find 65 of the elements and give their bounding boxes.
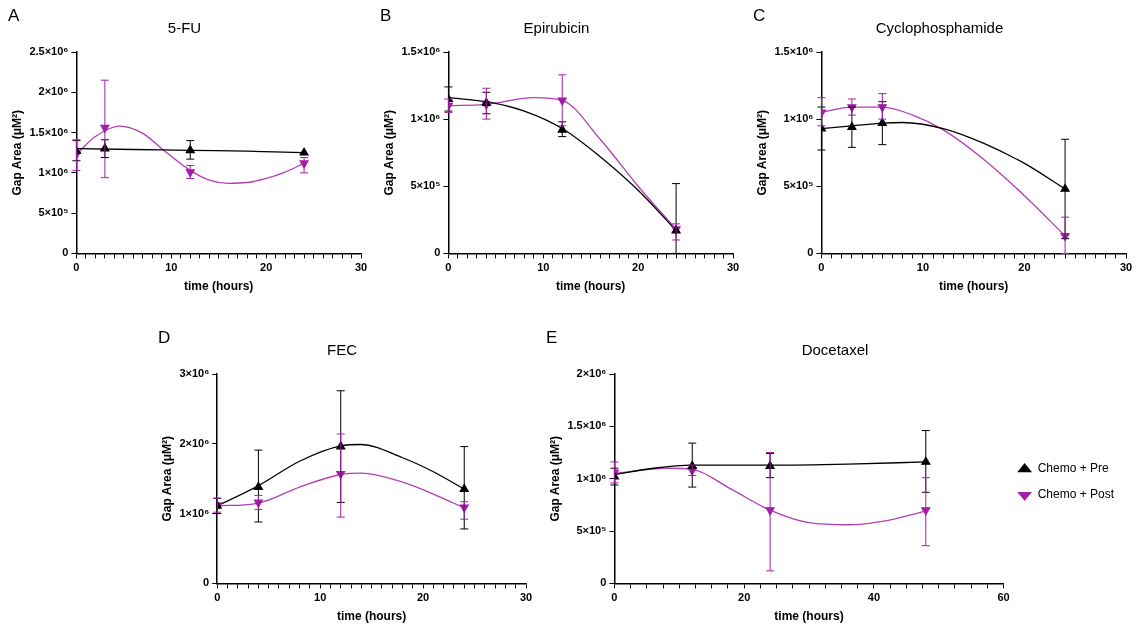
chart-title: Cyclophosphamide (875, 19, 1004, 37)
text: B (380, 6, 392, 26)
y-tick-label: 5×10⁵ (38, 206, 69, 219)
y-tick-label: 1×10⁶ (38, 165, 69, 178)
y-tick-label: 1×10⁶ (179, 506, 210, 519)
y-tick-label: 2.5×10⁶ (29, 45, 69, 58)
y-tick-label: 1×10⁶ (410, 112, 441, 125)
x-tick-label: 0 (445, 261, 452, 274)
y-tick-label: 5×10⁵ (576, 524, 607, 537)
y-axis-title: Gap Area (μM²) (547, 435, 562, 522)
x-tick-label: 0 (214, 591, 221, 604)
text: A (8, 6, 20, 26)
y-tick-label: 0 (62, 246, 69, 259)
y-axis-title: Gap Area (μM²) (9, 109, 24, 196)
x-tick-label: 20 (260, 261, 273, 274)
y-tick-label: 0 (203, 576, 210, 589)
x-tick-label: 30 (1119, 261, 1133, 274)
y-tick-label: 2×10⁶ (576, 367, 607, 380)
y-axis-title: Gap Area (μM²) (381, 109, 396, 196)
y-tick-label: 1.5×10⁶ (774, 45, 814, 58)
chart-title: FEC (327, 341, 358, 359)
text: C (753, 6, 766, 26)
x-tick-label: 40 (867, 591, 881, 604)
y-tick-label: 0 (434, 246, 441, 259)
x-tick-label: 10 (916, 261, 930, 274)
x-axis-title: time (hours) (336, 609, 407, 624)
x-tick-label: 10 (165, 261, 178, 274)
chart-title: Docetaxel (801, 341, 869, 359)
x-tick-label: 0 (818, 261, 825, 274)
y-axis-title: Gap Area (μM²) (754, 109, 769, 196)
x-tick-label: 10 (537, 261, 550, 274)
y-tick-label: 1.5×10⁶ (29, 125, 69, 138)
x-axis-title: time (hours) (556, 279, 626, 294)
y-tick-label: 2×10⁶ (38, 85, 69, 98)
x-tick-label: 20 (632, 261, 645, 274)
x-tick-label: 0 (611, 591, 618, 604)
x-axis-title: time (hours) (774, 609, 844, 624)
x-tick-label: 30 (354, 261, 368, 274)
y-tick-label: 1×10⁶ (783, 112, 814, 125)
x-tick-label: 20 (738, 591, 751, 604)
y-tick-label: 1×10⁶ (576, 471, 607, 484)
y-tick-label: 5×10⁵ (783, 179, 814, 192)
x-axis-title: time (hours) (184, 279, 254, 294)
x-tick-label: 0 (73, 261, 80, 274)
legend-label: Chemo + Post (1037, 487, 1115, 502)
x-axis-title: time (hours) (939, 279, 1009, 294)
text: D (158, 328, 171, 348)
y-axis-title: Gap Area (μM²) (159, 435, 174, 522)
y-tick-label: 1.5×10⁶ (401, 45, 441, 58)
x-tick-label: 10 (314, 591, 327, 604)
text: E (546, 328, 558, 348)
x-tick-label: 20 (1018, 261, 1031, 274)
y-tick-label: 2×10⁶ (179, 436, 210, 449)
x-tick-label: 20 (416, 591, 430, 604)
y-tick-label: 0 (807, 246, 814, 259)
y-tick-label: 1.5×10⁶ (567, 419, 607, 432)
y-tick-label: 0 (600, 576, 607, 589)
x-tick-label: 30 (519, 591, 533, 604)
chart-title: 5-FU (167, 19, 202, 37)
chart-title: Epirubicin (523, 19, 590, 37)
x-tick-label: 60 (997, 591, 1010, 604)
legend-label: Chemo + Pre (1037, 461, 1109, 476)
y-tick-label: 3×10⁶ (179, 367, 210, 380)
y-tick-label: 5×10⁵ (410, 179, 441, 192)
x-tick-label: 30 (726, 261, 740, 274)
